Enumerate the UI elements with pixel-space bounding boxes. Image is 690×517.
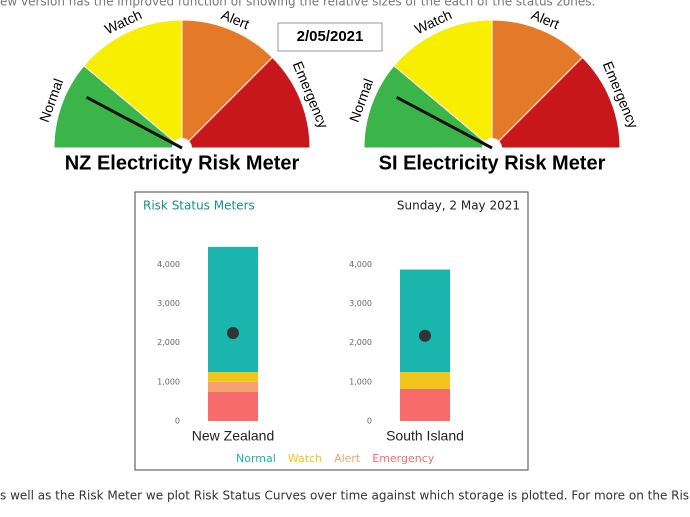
bottom-text: s well as the Risk Meter we plot Risk St… bbox=[0, 489, 690, 503]
y-tick-label: 2,000 bbox=[157, 338, 180, 347]
chart-frame bbox=[134, 191, 529, 471]
bar-segment bbox=[208, 391, 258, 421]
y-tick-label: 3,000 bbox=[157, 299, 180, 308]
gauge-zone bbox=[491, 19, 584, 150]
gauge-zone bbox=[181, 19, 274, 150]
date-box bbox=[277, 22, 383, 52]
legend-entry: Watch bbox=[288, 452, 322, 465]
y-tick-label: 2,000 bbox=[349, 338, 372, 347]
gauge-zone bbox=[363, 65, 494, 149]
x-tick-label: South Island bbox=[386, 428, 464, 444]
y-tick-label: 3,000 bbox=[349, 299, 372, 308]
gauge-needle bbox=[395, 95, 493, 150]
bar-segment bbox=[208, 381, 258, 392]
gauge-zone bbox=[393, 19, 493, 150]
y-tick-label: 0 bbox=[367, 417, 372, 426]
storage-marker bbox=[227, 326, 239, 339]
date-text: 2/05/2021 bbox=[297, 28, 364, 45]
y-tick-label: 0 bbox=[175, 417, 180, 426]
bar-segment bbox=[400, 269, 450, 373]
bar-segment bbox=[400, 388, 450, 421]
gauge-zone bbox=[53, 65, 184, 149]
legend-entry: Emergency bbox=[372, 452, 435, 465]
y-tick-label: 4,000 bbox=[349, 260, 372, 269]
y-tick-label: 1,000 bbox=[157, 377, 180, 386]
chart-subtitle: Sunday, 2 May 2021 bbox=[397, 199, 520, 213]
top-text: ew version has the improved function of … bbox=[0, 0, 595, 9]
gauge-needle bbox=[85, 95, 183, 150]
bar-segment bbox=[208, 246, 258, 373]
gauge-zone bbox=[180, 56, 311, 149]
legend-entry: Normal bbox=[236, 452, 276, 465]
gauge-zone bbox=[83, 19, 183, 150]
gauge-title: NZ Electricity Risk Meter bbox=[65, 152, 300, 174]
chart-title: Risk Status Meters bbox=[143, 199, 255, 213]
gauge-zone bbox=[490, 56, 621, 149]
legend-entry: Alert bbox=[334, 452, 361, 465]
bar-segment bbox=[208, 372, 258, 382]
gauge-title: SI Electricity Risk Meter bbox=[379, 152, 606, 174]
y-tick-label: 1,000 bbox=[349, 377, 372, 386]
x-tick-label: New Zealand bbox=[192, 428, 275, 444]
storage-marker bbox=[419, 329, 431, 342]
y-tick-label: 4,000 bbox=[157, 260, 180, 269]
bar-segment bbox=[400, 372, 450, 389]
